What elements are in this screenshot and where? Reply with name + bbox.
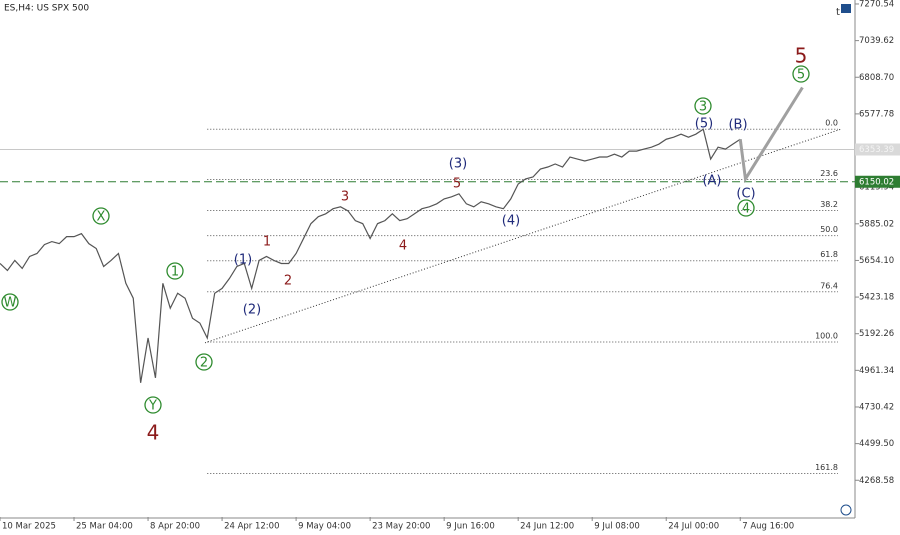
y-tick-label: 6808.70: [859, 73, 894, 83]
fib-label: 50.0: [820, 225, 838, 234]
wave-label: 4: [399, 239, 407, 254]
wave-label: 5: [453, 177, 461, 192]
level-label: 6150.02: [859, 177, 894, 187]
wave-label: (2): [243, 303, 261, 318]
wave-circle: [694, 97, 712, 115]
wave-label: 3: [699, 100, 707, 115]
wave-label: X: [97, 210, 106, 225]
x-tick-label: 24 Jul 00:00: [668, 522, 719, 532]
fib-label: 76.4: [820, 281, 838, 290]
current-price-box: [855, 143, 900, 156]
wave-label: 5: [797, 68, 805, 83]
y-tick-label: 4499.50: [859, 439, 894, 449]
price-line: [0, 128, 741, 383]
x-tick-label: 24 Jun 12:00: [520, 522, 574, 532]
wave-label: 4: [147, 421, 160, 445]
y-tick-label: 4730.42: [859, 402, 894, 412]
wave-circle: [166, 262, 184, 280]
y-tick-label: 7270.54: [859, 0, 894, 9]
toolbar-label[interactable]: t: [836, 7, 840, 18]
y-tick-label: 4268.58: [859, 476, 894, 486]
wave-label: (1): [234, 253, 252, 268]
x-tick-label: 9 Jun 16:00: [446, 522, 495, 532]
y-tick-label: 5885.02: [859, 219, 894, 229]
current-price-label: 6353.39: [859, 145, 894, 155]
y-tick-label: 6577.78: [859, 109, 894, 119]
fib-label: 61.8: [820, 250, 838, 259]
fib-label: 0.0: [825, 119, 838, 128]
y-tick-label: 5423.18: [859, 293, 894, 303]
trendline: [204, 128, 841, 344]
wave-circle: [737, 199, 755, 217]
wave-circle: [792, 65, 810, 83]
wave-label: W: [4, 296, 17, 311]
wave-label: (B): [728, 118, 747, 133]
y-tick-label: 5654.10: [859, 256, 894, 266]
wave-label: 2: [200, 356, 208, 371]
chart-title: ES,H4: US SPX 500: [4, 4, 89, 14]
fib-label: 38.2: [820, 200, 838, 209]
x-tick-label: 9 May 04:00: [298, 522, 351, 532]
x-tick-label: 10 Mar 2025: [2, 522, 56, 532]
fib-label: 23.6: [820, 169, 838, 178]
wave-circle: [144, 396, 162, 414]
wave-label: 1: [171, 265, 179, 280]
wave-label: 5: [795, 44, 808, 68]
wave-label: 1: [263, 235, 271, 250]
wave-label: 3: [341, 190, 349, 205]
wave-label: (3): [449, 157, 467, 172]
wave-label: (A): [702, 174, 721, 189]
wave-label: (C): [736, 187, 755, 202]
x-tick-label: 24 Apr 12:00: [224, 522, 279, 532]
x-tick-label: 25 Mar 04:00: [76, 522, 133, 532]
y-tick-label: 7039.62: [859, 36, 894, 46]
y-tick-label: 4961.34: [859, 366, 894, 376]
wave-label: (5): [695, 117, 713, 132]
forecast-line: [738, 86, 804, 184]
wave-circle: [92, 207, 110, 225]
y-tick-label: 5192.26: [859, 329, 894, 339]
level-box: [855, 175, 900, 188]
corner-icon[interactable]: [840, 504, 852, 516]
wave-label: (4): [502, 214, 520, 229]
toolbar-icon[interactable]: [841, 4, 851, 13]
fib-label: 161.8: [815, 463, 838, 472]
wave-circle: [195, 353, 213, 371]
wave-label: Y: [148, 399, 157, 414]
x-tick-label: 23 May 20:00: [372, 522, 430, 532]
x-tick-label: 9 Jul 08:00: [594, 522, 640, 532]
wave-circle: [1, 293, 19, 311]
x-tick-label: 7 Aug 16:00: [742, 522, 794, 532]
fib-label: 100.0: [815, 332, 838, 341]
x-tick-label: 8 Apr 20:00: [150, 522, 200, 532]
wave-label: 2: [284, 274, 292, 289]
wave-label: 4: [742, 202, 750, 217]
